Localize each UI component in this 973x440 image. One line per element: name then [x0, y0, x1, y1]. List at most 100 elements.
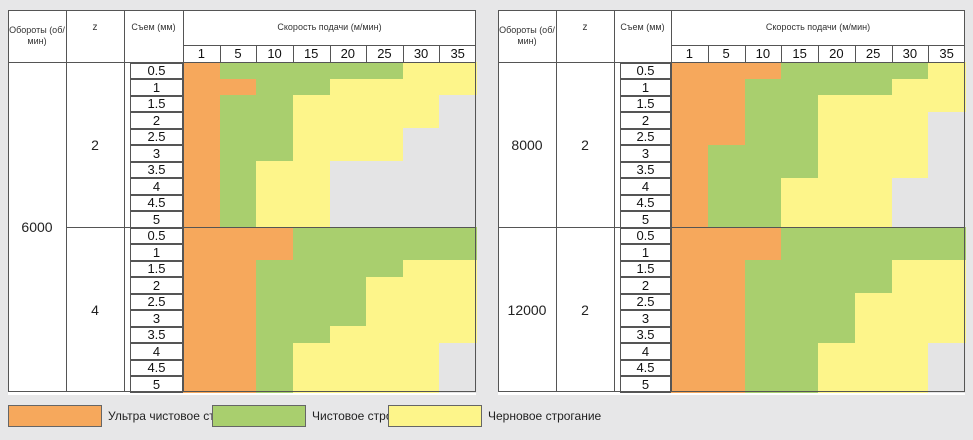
finish-cell-fine: [744, 342, 782, 360]
finish-cell-empty: [366, 194, 404, 211]
grid-line: [498, 227, 965, 228]
finish-cell-empty: [439, 210, 477, 228]
finish-cell-rough: [292, 144, 330, 162]
finish-cell-fine: [818, 309, 856, 327]
grid-line: [498, 391, 965, 392]
rpm-header: Обороты (об/мин): [499, 25, 555, 46]
finish-cell-rough: [854, 95, 892, 112]
finish-cell-rough: [402, 95, 440, 112]
finish-cell-rough: [928, 78, 966, 96]
removal-value: 3.5: [130, 161, 183, 178]
finish-cell-rough: [256, 177, 294, 195]
finish-cell-fine: [891, 243, 929, 261]
finish-cell-rough: [329, 95, 367, 112]
finish-cell-fine: [744, 128, 782, 145]
grid-line: [498, 62, 556, 63]
rpm-header: Обороты (об/мин): [9, 25, 65, 46]
finish-cell-ultra: [671, 243, 709, 261]
finish-cell-rough: [329, 78, 367, 96]
finish-cell-empty: [366, 177, 404, 195]
finish-cell-rough: [818, 375, 856, 393]
finish-cell-fine: [256, 144, 294, 162]
grid-line: [292, 45, 294, 62]
finish-cell-rough: [402, 260, 440, 277]
grid-line: [744, 45, 746, 62]
finish-cell-ultra: [183, 276, 221, 294]
removal-value: 3: [620, 145, 671, 162]
finish-cell-fine: [256, 128, 294, 145]
removal-value: 3: [130, 310, 183, 327]
grid-line: [66, 62, 476, 63]
finish-cell-rough: [928, 260, 966, 277]
removal-value: 2: [130, 277, 183, 294]
finish-cell-rough: [891, 260, 929, 277]
removal-value: 3: [620, 310, 671, 327]
finish-cell-ultra: [707, 227, 745, 244]
finish-cell-ultra: [671, 95, 709, 112]
finish-cell-rough: [402, 111, 440, 129]
finish-cell-ultra: [707, 326, 745, 343]
removal-value: 2.5: [130, 128, 183, 145]
finish-cell-fine: [329, 62, 367, 79]
finish-cell-fine: [329, 276, 367, 294]
finish-cell-ultra: [183, 62, 221, 79]
grid-line: [8, 391, 476, 392]
finish-cell-fine: [781, 359, 819, 376]
finish-cell-fine: [292, 326, 330, 343]
z-value: 2: [581, 301, 589, 318]
finish-cell-ultra: [183, 128, 221, 145]
finish-cell-fine: [256, 95, 294, 112]
finish-cell-empty: [439, 95, 477, 112]
finish-cell-rough: [818, 194, 856, 211]
finish-cell-fine: [854, 260, 892, 277]
finish-cell-rough: [781, 194, 819, 211]
finish-cell-ultra: [219, 78, 257, 96]
removal-value: 1.5: [620, 95, 671, 112]
finish-cell-ultra: [671, 128, 709, 145]
finish-cell-empty: [439, 144, 477, 162]
finish-cell-ultra: [671, 326, 709, 343]
finish-cell-ultra: [707, 95, 745, 112]
grid-line: [256, 45, 258, 62]
finish-cell-fine: [781, 243, 819, 261]
legend-swatch-rough: [388, 405, 482, 427]
finish-cell-empty: [402, 144, 440, 162]
removal-value: 1: [620, 79, 671, 96]
finish-cell-fine: [707, 144, 745, 162]
legend-label-rough: Черновое строгание: [488, 409, 602, 423]
finish-cell-ultra: [707, 78, 745, 96]
finish-cell-fine: [744, 260, 782, 277]
finish-cell-ultra: [671, 111, 709, 129]
legend-item-rough: Черновое строгание: [388, 405, 601, 427]
grid-line: [219, 45, 221, 62]
finish-cell-ultra: [707, 260, 745, 277]
finish-cell-rough: [891, 144, 929, 162]
removal-value: 5: [620, 376, 671, 393]
feed-rate-label: 25: [377, 46, 392, 61]
finish-cell-empty: [439, 375, 477, 393]
removal-value: 1.5: [620, 260, 671, 277]
finish-cell-rough: [854, 128, 892, 145]
finish-cell-rough: [891, 293, 929, 310]
finish-cell-ultra: [671, 210, 709, 228]
finish-cell-rough: [366, 111, 404, 129]
finish-cell-ultra: [219, 293, 257, 310]
finish-cell-ultra: [183, 161, 221, 178]
finish-cell-rough: [366, 375, 404, 393]
finish-cell-fine: [329, 293, 367, 310]
finish-cell-ultra: [183, 309, 221, 327]
finish-cell-rough: [854, 144, 892, 162]
finish-cell-ultra: [744, 62, 782, 79]
finish-cell-rough: [402, 359, 440, 376]
finish-cell-ultra: [183, 243, 221, 261]
finish-cell-fine: [256, 293, 294, 310]
finish-cell-rough: [292, 342, 330, 360]
feed-table-left: Обороты (об/мин) z Съем (мм) Скорость подач…: [8, 10, 477, 395]
finish-cell-rough: [854, 194, 892, 211]
finish-cell-rough: [439, 276, 477, 294]
finish-cell-rough: [891, 375, 929, 393]
finish-cell-fine: [256, 375, 294, 393]
finish-cell-fine: [781, 260, 819, 277]
finish-cell-rough: [854, 375, 892, 393]
removal-value: 3.5: [620, 326, 671, 343]
